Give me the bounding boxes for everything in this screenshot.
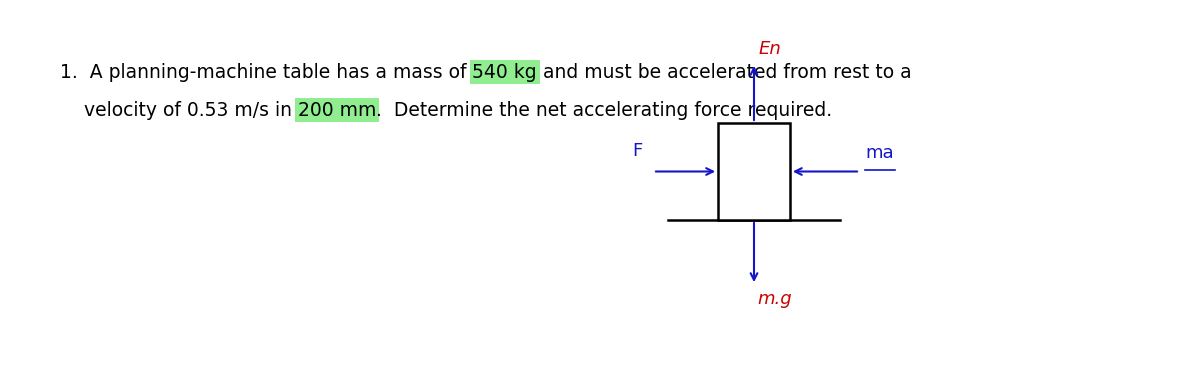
Text: 1.  A planning-machine table has a mass of: 1. A planning-machine table has a mass o… (60, 63, 472, 81)
Bar (718, 123, 790, 220)
Text: 200 mm: 200 mm (298, 100, 377, 120)
Text: velocity of 0.53 m/s in: velocity of 0.53 m/s in (60, 100, 298, 120)
Text: .  Determine the net accelerating force required.: . Determine the net accelerating force r… (377, 100, 832, 120)
Text: 540 kg: 540 kg (472, 63, 538, 81)
Text: and must be accelerated from rest to a: and must be accelerated from rest to a (538, 63, 912, 81)
Text: ma: ma (865, 144, 894, 162)
Text: m.g: m.g (757, 290, 791, 308)
Text: En: En (759, 40, 782, 58)
Text: F: F (633, 142, 642, 159)
